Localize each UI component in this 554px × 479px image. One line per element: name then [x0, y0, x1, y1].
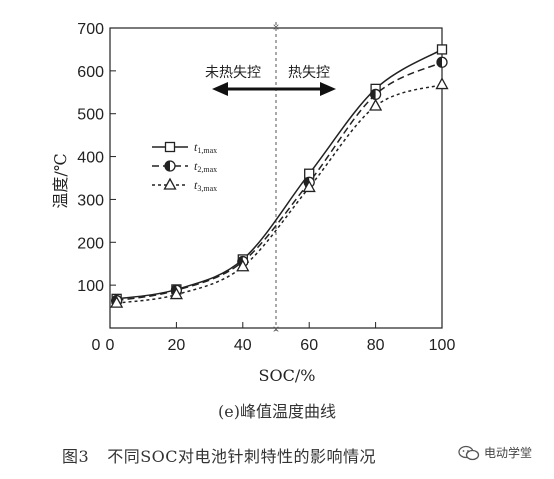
- legend-marker-3: [163, 177, 177, 190]
- x-tick-label: 0: [106, 337, 115, 354]
- legend-label-main: t: [194, 140, 198, 154]
- wechat-icon: [458, 445, 480, 460]
- series-lines: [116, 48, 443, 304]
- marker-half-fill: [370, 89, 376, 100]
- marker-square-shape: [436, 44, 448, 55]
- data-point-series-3: [236, 259, 250, 272]
- data-point-series-3: [369, 98, 383, 111]
- x-axis-title: SOC/%: [259, 366, 316, 385]
- x-tick-label: 100: [429, 337, 456, 354]
- marker-triangle-shape: [236, 259, 250, 272]
- marker-half-fill: [437, 57, 442, 68]
- series-line-1: [116, 48, 443, 300]
- y-axis-title: 温度/℃: [51, 153, 70, 208]
- marker-triangle-shape: [169, 287, 183, 300]
- marker-triangle-shape: [302, 180, 316, 193]
- marker-triangle-shape: [163, 177, 177, 190]
- marker-square-shape: [164, 141, 176, 153]
- y-tick-label: 100: [77, 278, 104, 295]
- data-point-series-2: [369, 88, 382, 101]
- marker-triangle-shape: [110, 295, 124, 308]
- y-tick-label: 600: [77, 64, 104, 81]
- marker-triangle-shape: [369, 98, 383, 111]
- divider-layer: ××: [272, 22, 280, 335]
- double-arrow: [212, 82, 336, 96]
- y-tick-label: 500: [77, 107, 104, 124]
- caption-text: 不同SOC对电池针刺特性的影响情况: [107, 447, 377, 466]
- data-point-series-3: [169, 287, 183, 300]
- y-tick-label: 400: [77, 150, 104, 167]
- series-markers: [110, 44, 449, 308]
- legend-label-main: t: [194, 159, 198, 173]
- x-tick-label: 60: [300, 337, 318, 354]
- divider-top-mark: ×: [272, 23, 280, 33]
- data-point-series-3: [110, 295, 124, 308]
- watermark: 电动学堂: [458, 444, 532, 461]
- divider-bottom-mark: ×: [272, 325, 280, 335]
- legend-label-sub: 1,max: [197, 146, 217, 155]
- legend-label-3: t3,max: [194, 178, 217, 193]
- annotation-runaway: 热失控: [288, 65, 330, 81]
- data-point-series-1: [436, 44, 448, 55]
- x-tick-label: 40: [234, 337, 252, 354]
- annotation-not-runaway: 未热失控: [205, 65, 261, 81]
- y-tick-label: 200: [77, 235, 104, 252]
- annotations: 未热失控 热失控: [205, 65, 336, 96]
- data-point-series-2: [436, 56, 448, 68]
- legend-label-2: t2,max: [194, 159, 217, 174]
- figure-caption: 图3 不同SOC对电池针刺特性的影响情况: [62, 443, 376, 467]
- data-point-series-3: [435, 77, 449, 90]
- marker-half-fill: [165, 161, 170, 171]
- legend-label-sub: 3,max: [197, 184, 217, 193]
- x-tick-label: 20: [168, 337, 186, 354]
- subcaption: (e)峰值温度曲线: [218, 402, 336, 421]
- figure-number: 图3: [62, 447, 90, 466]
- y-tick-label: 700: [77, 21, 104, 38]
- data-point-series-3: [302, 180, 316, 193]
- series-line-3: [116, 83, 443, 304]
- y-tick-label: 300: [77, 192, 104, 209]
- marker-triangle-shape: [435, 77, 449, 90]
- legend-label-sub: 2,max: [197, 165, 217, 174]
- legend-label-main: t: [194, 178, 198, 192]
- origin-tick-label: 0: [92, 337, 101, 354]
- legend-label-1: t1,max: [194, 140, 217, 155]
- series-line-2: [116, 61, 443, 302]
- legend-marker-2: [164, 160, 176, 172]
- legend-marker-1: [164, 141, 176, 153]
- watermark-text: 电动学堂: [484, 446, 533, 460]
- x-tick-label: 80: [367, 337, 385, 354]
